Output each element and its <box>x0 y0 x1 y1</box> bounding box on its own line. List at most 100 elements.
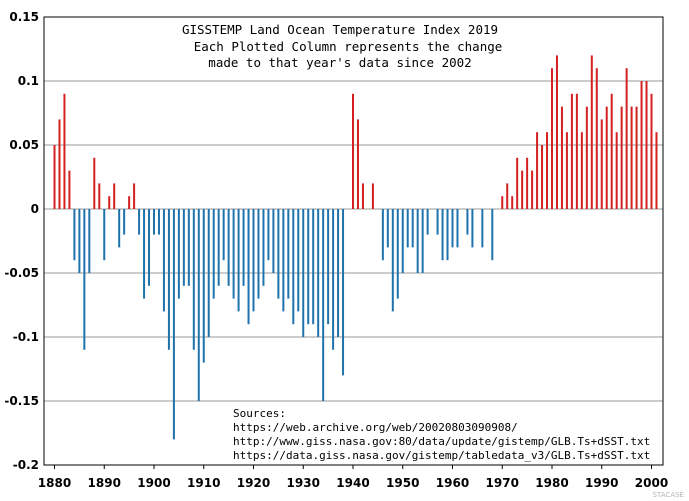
x-tick-label: 1970 <box>486 476 519 490</box>
bar-1979 <box>546 132 549 209</box>
bar-1991 <box>605 106 608 209</box>
bar-1964 <box>471 209 474 248</box>
bar-1988 <box>590 55 593 210</box>
bar-1898 <box>143 209 146 299</box>
bar-1949 <box>396 209 399 299</box>
bar-1968 <box>491 209 494 261</box>
bar-1932 <box>312 209 315 325</box>
y-tick-label: -0.15 <box>4 394 39 408</box>
bar-1927 <box>287 209 290 299</box>
x-tick-label: 1920 <box>237 476 270 490</box>
bar-1987 <box>585 106 588 209</box>
bar-1912 <box>212 209 215 299</box>
bar-1911 <box>207 209 210 337</box>
bar-1887 <box>88 209 91 273</box>
bar-1958 <box>441 209 444 261</box>
bar-1971 <box>506 183 509 209</box>
bar-1929 <box>297 209 300 312</box>
bar-1990 <box>600 119 603 209</box>
bar-1906 <box>182 209 185 286</box>
bar-1903 <box>167 209 170 350</box>
bar-1984 <box>570 93 573 209</box>
chart-title-line-2: Each Plotted Column represents the chang… <box>194 39 503 54</box>
bar-1926 <box>282 209 285 312</box>
x-tick-label: 1960 <box>436 476 469 490</box>
x-tick-label: 1980 <box>535 476 568 490</box>
bar-1923 <box>267 209 270 261</box>
bar-1885 <box>78 209 81 273</box>
bar-1889 <box>98 183 101 209</box>
bar-1917 <box>237 209 240 312</box>
bar-2000 <box>650 93 653 209</box>
bar-1946 <box>381 209 384 261</box>
plot-frame <box>43 16 664 466</box>
bar-1997 <box>635 106 638 209</box>
bar-1975 <box>526 157 529 209</box>
bar-1930 <box>302 209 305 337</box>
bar-1916 <box>232 209 235 299</box>
bar-1899 <box>148 209 151 286</box>
bar-1935 <box>327 209 330 325</box>
bar-1951 <box>406 209 409 248</box>
bar-1942 <box>361 183 364 209</box>
bar-1884 <box>73 209 76 261</box>
bar-1941 <box>356 119 359 209</box>
bar-1918 <box>242 209 245 286</box>
bar-1892 <box>113 183 116 209</box>
bar-1919 <box>247 209 250 325</box>
bar-1972 <box>511 196 514 209</box>
bar-1998 <box>640 81 643 209</box>
bar-1890 <box>103 209 106 261</box>
bar-1938 <box>342 209 345 376</box>
bar-1937 <box>337 209 340 337</box>
bar-1982 <box>560 106 563 209</box>
bar-1908 <box>192 209 195 350</box>
bar-1981 <box>555 55 558 210</box>
bar-1936 <box>332 209 335 350</box>
bar-1894 <box>123 209 126 235</box>
bar-1966 <box>481 209 484 248</box>
bar-1924 <box>272 209 275 273</box>
bar-1980 <box>551 68 553 209</box>
bar-1954 <box>421 209 424 273</box>
bar-1940 <box>352 93 354 209</box>
y-tick-label: 0 <box>31 202 39 216</box>
bar-1963 <box>466 209 469 235</box>
x-tick-label: 1990 <box>585 476 618 490</box>
bar-1882 <box>63 93 66 209</box>
bar-1947 <box>386 209 389 248</box>
bar-1922 <box>262 209 265 286</box>
bar-1896 <box>133 183 136 209</box>
bar-1914 <box>222 209 225 261</box>
bar-1888 <box>93 157 96 209</box>
bar-1925 <box>277 209 280 299</box>
bar-1955 <box>426 209 429 235</box>
bar-1989 <box>595 68 598 209</box>
bar-1976 <box>531 170 534 209</box>
grid-lines <box>44 16 663 466</box>
bar-1913 <box>217 209 220 286</box>
bar-1880 <box>53 145 56 209</box>
bar-1950 <box>401 209 404 273</box>
bar-1931 <box>307 209 310 325</box>
x-tick-label: 2000 <box>635 476 668 490</box>
bars <box>53 55 658 440</box>
x-tick-label: 1890 <box>88 476 121 490</box>
y-tick-label: 0.05 <box>9 138 39 152</box>
y-axis-ticks: 0.15 0.1 0.05 0 -0.05 -0.1 -0.15 -0.2 <box>4 10 39 472</box>
x-axis-ticks: 1880 1890 1900 1910 1920 1930 1940 1950 1960 1970… <box>38 465 668 490</box>
source-line-3: https://data.giss.nasa.gov/gistemp/table… <box>233 449 650 462</box>
sources-heading: Sources: <box>233 407 286 420</box>
bar-1961 <box>456 209 459 248</box>
bar-1994 <box>620 106 623 209</box>
y-tick-label: -0.2 <box>13 458 39 472</box>
bar-1900 <box>153 209 155 235</box>
bar-1986 <box>580 132 583 209</box>
source-line-2: http://www.giss.nasa.gov:80/data/update/… <box>233 435 650 448</box>
y-tick-label: -0.05 <box>4 266 39 280</box>
bar-1970 <box>501 196 504 209</box>
bar-1973 <box>516 157 519 209</box>
bar-1895 <box>128 196 131 209</box>
bar-1905 <box>177 209 180 299</box>
